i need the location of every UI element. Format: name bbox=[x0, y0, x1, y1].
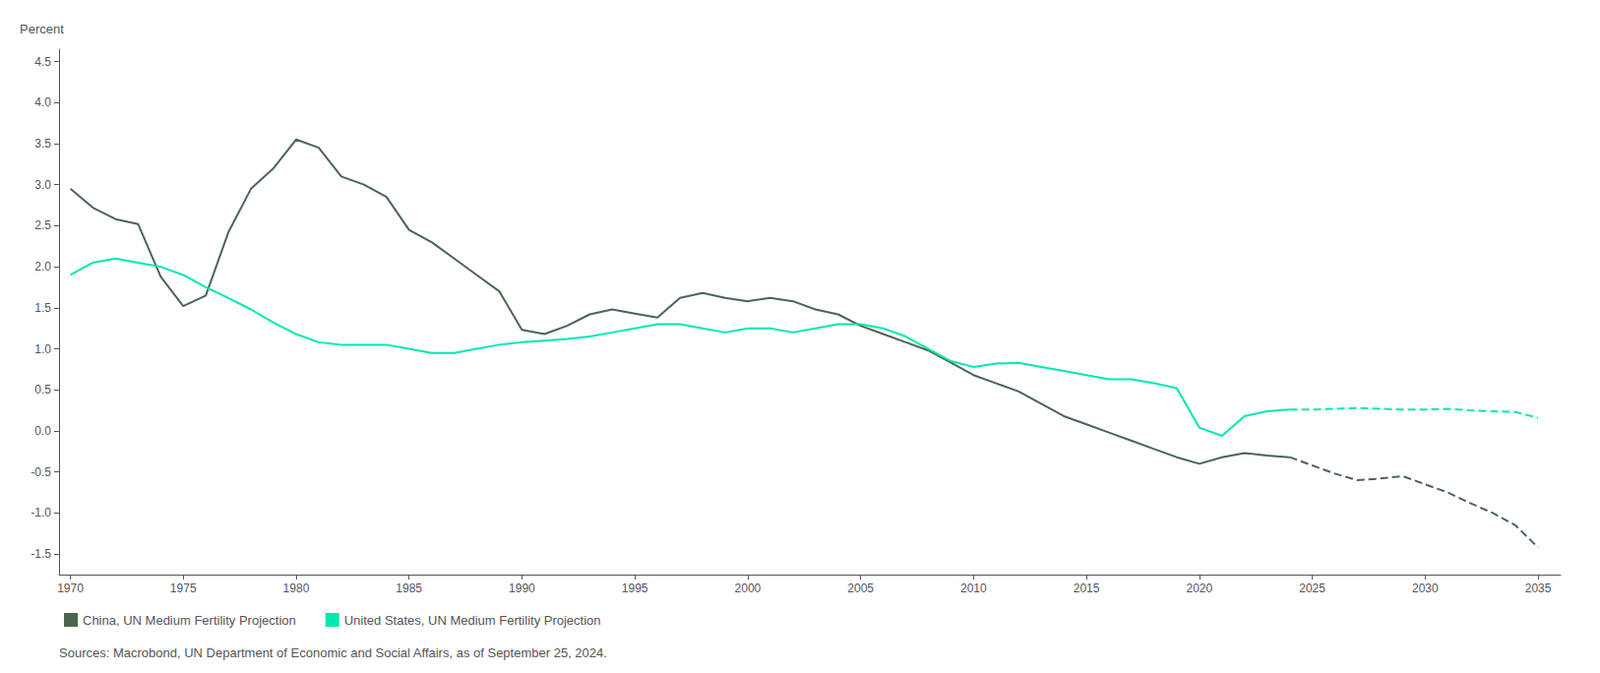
svg-text:2.5: 2.5 bbox=[34, 218, 52, 233]
svg-text:4.0: 4.0 bbox=[34, 95, 52, 110]
svg-text:2.0: 2.0 bbox=[34, 259, 52, 274]
svg-text:2035: 2035 bbox=[1525, 581, 1552, 596]
svg-text:2005: 2005 bbox=[847, 581, 874, 596]
svg-text:2010: 2010 bbox=[960, 581, 987, 596]
svg-text:0.0: 0.0 bbox=[34, 424, 52, 438]
svg-text:2015: 2015 bbox=[1073, 581, 1101, 596]
svg-text:0.5: 0.5 bbox=[34, 382, 52, 397]
svg-text:1980: 1980 bbox=[283, 581, 310, 596]
svg-text:-1.0: -1.0 bbox=[30, 505, 52, 520]
svg-text:1990: 1990 bbox=[508, 581, 536, 596]
svg-text:1985: 1985 bbox=[395, 581, 423, 596]
svg-text:China, UN Medium Fertility Pro: China, UN Medium Fertility Projection bbox=[82, 613, 297, 628]
svg-text:1.0: 1.0 bbox=[34, 342, 52, 357]
svg-text:4.5: 4.5 bbox=[34, 55, 52, 69]
svg-text:1995: 1995 bbox=[621, 581, 649, 596]
svg-text:-0.5: -0.5 bbox=[30, 465, 52, 480]
svg-text:Sources: Macrobond, UN Departm: Sources: Macrobond, UN Department of Eco… bbox=[59, 645, 608, 661]
svg-text:2025: 2025 bbox=[1298, 581, 1326, 596]
svg-text:3.5: 3.5 bbox=[34, 136, 52, 151]
svg-text:2030: 2030 bbox=[1412, 581, 1439, 596]
svg-text:1970: 1970 bbox=[57, 581, 84, 596]
svg-text:-1.5: -1.5 bbox=[30, 547, 52, 561]
svg-text:3.0: 3.0 bbox=[34, 178, 52, 192]
svg-text:2000: 2000 bbox=[735, 581, 762, 596]
svg-text:2020: 2020 bbox=[1185, 581, 1213, 596]
svg-text:1.5: 1.5 bbox=[34, 301, 52, 315]
svg-text:United States, UN Medium Ferti: United States, UN Medium Fertility Proje… bbox=[344, 613, 602, 628]
svg-text:1975: 1975 bbox=[170, 581, 197, 596]
svg-text:Percent: Percent bbox=[19, 21, 64, 37]
